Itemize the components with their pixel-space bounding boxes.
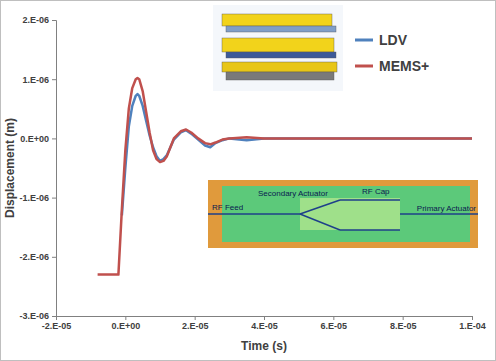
image-part — [226, 72, 334, 80]
image-part — [222, 14, 332, 26]
legend-swatch — [355, 39, 373, 42]
annotation: Primary Actuator — [417, 204, 476, 213]
y-tick: -2.E-06 — [19, 252, 56, 262]
photo-trace — [400, 213, 478, 215]
y-tick-mark — [52, 79, 56, 80]
y-tick-label: 0.E+00 — [20, 134, 49, 144]
annotation: RF Feed — [212, 203, 243, 212]
y-axis-line — [52, 21, 57, 317]
x-tick-mark — [264, 316, 265, 320]
x-axis-title: Time (s) — [241, 339, 287, 353]
x-axis-line — [57, 317, 473, 321]
x-tick: 1.E-04 — [459, 316, 486, 331]
photo-trace — [340, 199, 400, 201]
x-tick: 0.E+00 — [111, 316, 140, 331]
y-tick-label: -1.E-06 — [19, 193, 49, 203]
y-tick: 0.E+00 — [20, 134, 56, 144]
y-tick: -3.E-06 — [19, 311, 56, 321]
device-photo — [208, 180, 478, 248]
y-tick: 1.E-06 — [22, 75, 56, 85]
photo-cap — [300, 198, 400, 230]
x-tick-mark — [125, 316, 126, 320]
x-tick: 8.E-05 — [390, 316, 417, 331]
x-tick-mark — [403, 316, 404, 320]
lines — [98, 78, 472, 275]
x-tick-label: 0.E+00 — [111, 321, 140, 331]
x-tick-mark — [333, 316, 334, 320]
chart: RF Feed Secondary Actuator RF Cap Primary A… — [0, 0, 496, 361]
y-axis: -3.E-06 -2.E-06 -1.E-06 0.E+00 1.E-06 2.E-06 — [19, 15, 56, 321]
x-tick-label: 6.E-05 — [321, 321, 348, 331]
y-tick-mark — [52, 198, 56, 199]
legend: LDV MEMS+ — [355, 32, 429, 74]
y-tick-label: 1.E-06 — [22, 75, 49, 85]
y-axis-title: Displacement (m) — [3, 118, 17, 218]
series-line — [122, 94, 472, 215]
y-tick-label: 2.E-06 — [22, 15, 49, 25]
image-part — [222, 62, 337, 72]
x-tick: 4.E-05 — [251, 316, 278, 331]
photo-bg — [208, 180, 478, 248]
x-tick-mark — [472, 316, 473, 320]
model-image — [213, 5, 343, 91]
y-tick-label: -2.E-06 — [19, 252, 49, 262]
y-tick-mark — [52, 257, 56, 258]
x-tick-label: 8.E-05 — [390, 321, 417, 331]
y-tick-label: -3.E-06 — [19, 311, 49, 321]
legend-swatch — [355, 65, 373, 68]
annotation: Secondary Actuator — [258, 189, 328, 198]
x-tick-label: 2.E-05 — [182, 321, 209, 331]
photo-trace — [340, 229, 400, 231]
photo-trace — [300, 214, 340, 230]
y-tick-mark — [52, 20, 56, 21]
x-tick: 6.E-05 — [321, 316, 348, 331]
y-tick: 2.E-06 — [22, 15, 56, 25]
x-tick-label: 4.E-05 — [251, 321, 278, 331]
y-tick: -1.E-06 — [19, 193, 56, 203]
x-tick-mark — [195, 316, 196, 320]
annotation: RF Cap — [362, 187, 390, 196]
image-part — [226, 52, 336, 58]
photo-trace — [300, 200, 340, 214]
chart-border — [1, 1, 496, 361]
series-line — [98, 78, 472, 275]
y-tick-mark — [52, 138, 56, 139]
image-bg — [213, 5, 343, 91]
image-part — [226, 26, 336, 32]
photo-trace — [208, 213, 300, 215]
x-axis: -2.E-05 0.E+00 2.E-05 4.E-05 6.E-05 8.E-05 1.E… — [42, 316, 486, 331]
x-tick: 2.E-05 — [182, 316, 209, 331]
y-tick-mark — [52, 316, 56, 317]
legend-label: LDV — [379, 32, 408, 48]
x-tick-label: 1.E-04 — [459, 321, 486, 331]
x-tick-label: -2.E-05 — [42, 321, 72, 331]
image-part — [222, 38, 334, 52]
legend-label: MEMS+ — [379, 58, 429, 74]
